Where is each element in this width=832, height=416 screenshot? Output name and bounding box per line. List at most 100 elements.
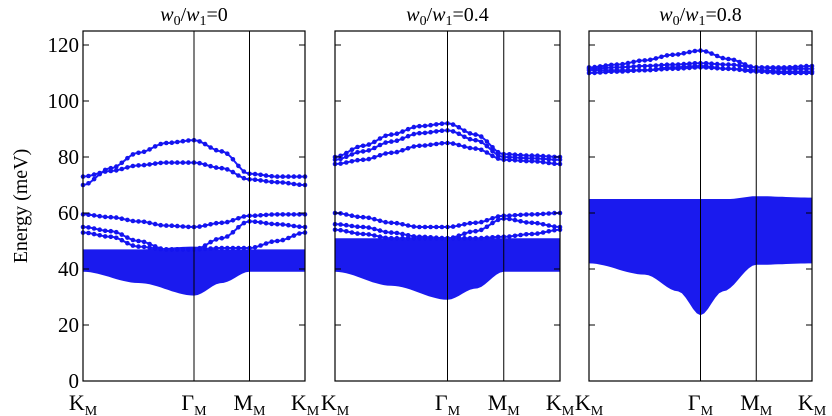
- band-point: [490, 216, 495, 221]
- band-point: [659, 62, 664, 68]
- band-point: [219, 165, 225, 171]
- band-point: [141, 149, 147, 155]
- band-point: [479, 219, 484, 225]
- band-point: [484, 143, 490, 149]
- band-point: [286, 212, 291, 217]
- band-point: [389, 230, 394, 235]
- band-point: [631, 68, 636, 73]
- band-point: [484, 235, 490, 240]
- band-point: [286, 222, 291, 228]
- k-point-label: KM: [291, 390, 320, 416]
- title-part: w: [432, 4, 446, 26]
- band-point: [360, 143, 366, 149]
- band-point: [389, 132, 394, 137]
- band-point: [119, 237, 125, 243]
- k-point-main: K: [69, 390, 85, 415]
- band-point: [726, 62, 731, 67]
- band-point: [186, 138, 191, 143]
- band-point: [653, 63, 659, 68]
- band-point: [389, 139, 394, 144]
- band-point: [540, 159, 546, 165]
- band-point: [263, 178, 269, 184]
- band-point: [462, 231, 467, 236]
- band-point: [535, 159, 540, 164]
- band-point: [383, 140, 388, 145]
- band-point: [625, 64, 631, 70]
- band-point: [175, 247, 180, 252]
- band-point: [297, 182, 302, 187]
- band-point: [609, 69, 614, 74]
- band-point: [484, 218, 490, 223]
- band-point: [366, 156, 372, 162]
- band-point: [360, 214, 366, 220]
- band-point: [286, 174, 291, 179]
- band-point: [241, 214, 247, 219]
- band-point: [377, 234, 383, 239]
- k-point-main: M: [740, 390, 760, 415]
- band-point: [529, 158, 535, 164]
- band-point: [552, 224, 557, 229]
- band-point: [355, 214, 360, 220]
- band-point: [434, 122, 439, 127]
- band-point: [269, 179, 275, 185]
- band-point: [355, 150, 360, 155]
- band-point: [422, 235, 428, 241]
- band-b4: [586, 63, 815, 76]
- band-point: [208, 246, 213, 251]
- band-point: [147, 147, 152, 152]
- band-point: [108, 168, 114, 174]
- band-point: [130, 218, 136, 224]
- band-point: [798, 70, 804, 76]
- band-point: [467, 220, 473, 226]
- band-point: [366, 225, 372, 230]
- band-point: [405, 235, 411, 241]
- band-point: [119, 216, 125, 221]
- band-point: [349, 230, 355, 235]
- band-point: [141, 239, 147, 245]
- band-point: [269, 221, 275, 227]
- band-point: [197, 160, 202, 166]
- band-point: [422, 143, 428, 148]
- title-part: /: [181, 4, 187, 26]
- band-point: [456, 223, 462, 228]
- band-point: [462, 134, 467, 140]
- band-point: [219, 220, 225, 226]
- band-point: [280, 237, 286, 243]
- band-point: [208, 163, 213, 169]
- band-point: [219, 245, 225, 251]
- band-point: [291, 174, 297, 179]
- band-point: [507, 213, 512, 218]
- band-point: [731, 66, 737, 72]
- band-point: [344, 212, 349, 217]
- band-point: [366, 142, 372, 147]
- band-point: [473, 146, 478, 151]
- band-point: [400, 222, 405, 227]
- band-point: [636, 68, 642, 73]
- k-point-label: KM: [546, 390, 575, 416]
- band-point: [125, 235, 130, 240]
- band-point: [164, 247, 169, 252]
- band-point: [417, 130, 422, 136]
- band-point: [108, 228, 114, 234]
- band-point: [422, 224, 428, 230]
- band-point: [119, 166, 125, 172]
- band-point: [720, 55, 726, 61]
- k-point-subscript: M: [253, 404, 266, 416]
- band-point: [208, 239, 213, 245]
- band-point: [377, 153, 383, 158]
- band-point: [136, 238, 141, 244]
- band-point: [670, 52, 675, 58]
- band-point: [208, 222, 213, 227]
- y-tick-label: 60: [58, 201, 79, 225]
- band-point: [202, 141, 208, 147]
- band-point: [241, 169, 247, 174]
- band-point: [225, 245, 230, 251]
- band-point: [670, 65, 675, 70]
- band-point: [394, 220, 400, 226]
- band-point: [280, 174, 286, 179]
- band-point: [473, 132, 478, 137]
- band-point: [114, 168, 119, 173]
- band-point: [400, 148, 405, 153]
- title-part: w: [160, 4, 174, 26]
- band-point: [450, 129, 456, 134]
